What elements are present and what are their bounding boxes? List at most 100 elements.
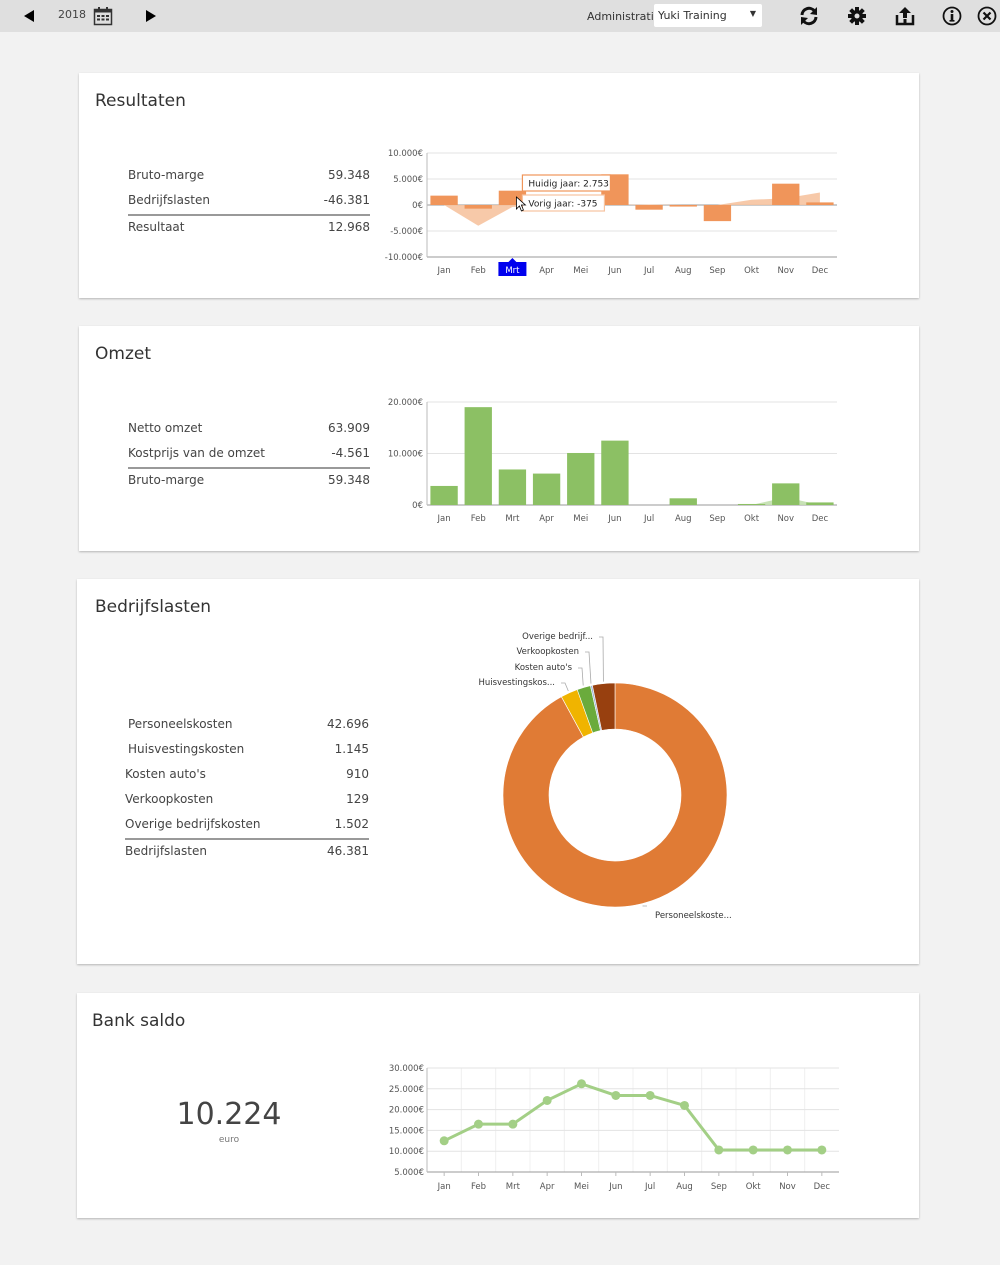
card-title: Bedrijfslasten xyxy=(95,597,212,617)
summary-total-row: Bedrijfslasten 46.381 xyxy=(125,838,369,863)
data-point xyxy=(577,1079,586,1089)
x-tick-label: Jan xyxy=(437,514,451,524)
row-value: -46.381 xyxy=(323,193,370,207)
row-value: 129 xyxy=(346,792,369,806)
row-label: Bedrijfslasten xyxy=(128,193,210,207)
selected-month-pointer xyxy=(508,258,517,262)
summary-total-row: Bruto-marge 59.348 xyxy=(128,467,370,492)
summary-total-row: Resultaat 12.968 xyxy=(128,214,370,239)
close-button[interactable] xyxy=(975,4,999,28)
refresh-icon xyxy=(800,6,818,26)
bedrijfslasten-donut-chart[interactable]: Personeelskoste... Huisvestingskos... Kost… xyxy=(457,624,787,934)
label-leader-line xyxy=(642,905,647,907)
x-tick-label: Apr xyxy=(539,514,554,524)
y-tick-label: 5.000€ xyxy=(393,175,423,185)
bank-saldo-card: Bank saldo 10.224 euro 30.000€ 25.000€ 20.… xyxy=(77,993,919,1218)
card-title: Omzet xyxy=(95,344,151,364)
tooltip-current-box xyxy=(521,174,612,192)
bank-saldo-chart[interactable]: 30.000€ 25.000€ 20.000€ 15.000€ 10.000€ 5.000… xyxy=(370,1058,850,1198)
x-tick-label: Jul xyxy=(643,266,654,276)
calendar-button[interactable] xyxy=(92,4,114,28)
bar xyxy=(430,485,458,505)
label-leader-line xyxy=(561,682,569,692)
x-tick-label: Mrt xyxy=(506,1182,521,1192)
balance-line xyxy=(443,1082,822,1152)
x-tick-label: Dec xyxy=(814,1182,831,1192)
summary-row: Personeelskosten 42.696 xyxy=(125,713,369,738)
omzet-chart[interactable]: 20.000€ 10.000€ 0€ Jan Feb Mrt Apr Mei Jun Jul Aug… xyxy=(379,394,849,534)
x-tick-label: Sep xyxy=(711,1182,727,1192)
row-value: 910 xyxy=(346,767,369,781)
info-button[interactable] xyxy=(940,4,964,28)
data-point xyxy=(783,1145,792,1155)
data-point xyxy=(680,1100,689,1110)
settings-button[interactable] xyxy=(845,4,869,28)
bar xyxy=(464,205,492,209)
x-tick-label: Feb xyxy=(471,1182,486,1192)
bar xyxy=(737,503,766,505)
row-label: Personeelskosten xyxy=(128,717,233,731)
y-tick-label: 20.000€ xyxy=(389,1106,424,1116)
total-value: 59.348 xyxy=(328,473,370,487)
x-tick-label: Jun xyxy=(608,1182,622,1192)
data-point xyxy=(748,1145,758,1155)
y-tick-label: 20.000€ xyxy=(388,398,423,408)
row-label: Kostprijs van de omzet xyxy=(128,446,265,460)
summary-row: Bruto-marge 59.348 xyxy=(128,164,370,189)
y-tick-label: 0€ xyxy=(412,501,423,511)
bar xyxy=(669,205,697,207)
resultaten-card: Resultaten Bruto-marge 59.348 Bedrijfslas… xyxy=(79,73,919,298)
y-tick-label: 0€ xyxy=(412,201,423,211)
row-value: -4.561 xyxy=(331,446,370,460)
label-leader-line xyxy=(578,667,584,686)
omzet-summary: Netto omzet 63.909 Kostprijs van de omzet… xyxy=(128,417,370,492)
row-label: Overige bedrijfskosten xyxy=(125,817,261,831)
x-tick-label: Nov xyxy=(777,514,794,524)
info-icon xyxy=(942,6,962,26)
row-label: Bruto-marge xyxy=(128,168,205,182)
resultaten-chart[interactable]: 10.000€ 5.000€ 0€ -5.000€ -10.000€ Jan Feb Mrt A… xyxy=(379,141,849,281)
x-tick-label: Jun xyxy=(607,266,621,276)
close-icon xyxy=(977,6,997,26)
data-point xyxy=(542,1095,552,1105)
x-tick-label: Mei xyxy=(574,1182,589,1192)
row-value: 1.502 xyxy=(334,817,369,831)
summary-row: Overige bedrijfskosten 1.502 xyxy=(125,813,369,838)
data-point xyxy=(508,1119,518,1129)
next-year-button[interactable] xyxy=(140,6,162,26)
tooltip-current-text: Huidig jaar: 2.753 xyxy=(528,180,609,190)
card-title: Bank saldo xyxy=(92,1011,186,1031)
row-value: 59.348 xyxy=(328,168,370,182)
x-tick-label: Nov xyxy=(779,1182,796,1192)
row-label: Netto omzet xyxy=(128,421,203,435)
summary-row: Kosten auto's 910 xyxy=(125,763,369,788)
summary-row: Netto omzet 63.909 xyxy=(128,417,370,442)
slice-label: Verkoopkosten xyxy=(517,647,580,657)
bar xyxy=(772,183,800,205)
previous-year-button[interactable] xyxy=(18,6,40,26)
x-tick-label: Mrt xyxy=(505,266,520,276)
x-tick-label: Jul xyxy=(643,514,654,524)
refresh-button[interactable] xyxy=(797,4,821,28)
x-tick-label: Jan xyxy=(437,1182,451,1192)
bar xyxy=(772,483,800,505)
x-tick-label: Okt xyxy=(746,1182,762,1192)
x-tick-label: Jan xyxy=(437,266,451,276)
administration-select[interactable]: Yuki Training ▼ xyxy=(654,4,762,27)
omzet-card: Omzet Netto omzet 63.909 Kostprijs van de… xyxy=(79,326,919,551)
label-leader-line xyxy=(585,651,592,684)
bar xyxy=(635,205,663,210)
bar xyxy=(567,452,595,505)
x-tick-label: Aug xyxy=(675,266,692,276)
row-label: Kosten auto's xyxy=(125,767,206,781)
y-tick-label: 10.000€ xyxy=(389,1147,424,1157)
share-button[interactable] xyxy=(892,4,918,28)
bar xyxy=(601,440,629,505)
bar xyxy=(806,502,834,505)
summary-row: Verkoopkosten 129 xyxy=(125,788,369,813)
calendar-icon xyxy=(93,7,113,26)
y-tick-label: -10.000€ xyxy=(385,253,423,263)
x-tick-label: Nov xyxy=(777,266,794,276)
bedrijfslasten-card: Bedrijfslasten Personeelskosten 42.696 Hu… xyxy=(77,579,919,964)
data-point xyxy=(439,1136,449,1146)
